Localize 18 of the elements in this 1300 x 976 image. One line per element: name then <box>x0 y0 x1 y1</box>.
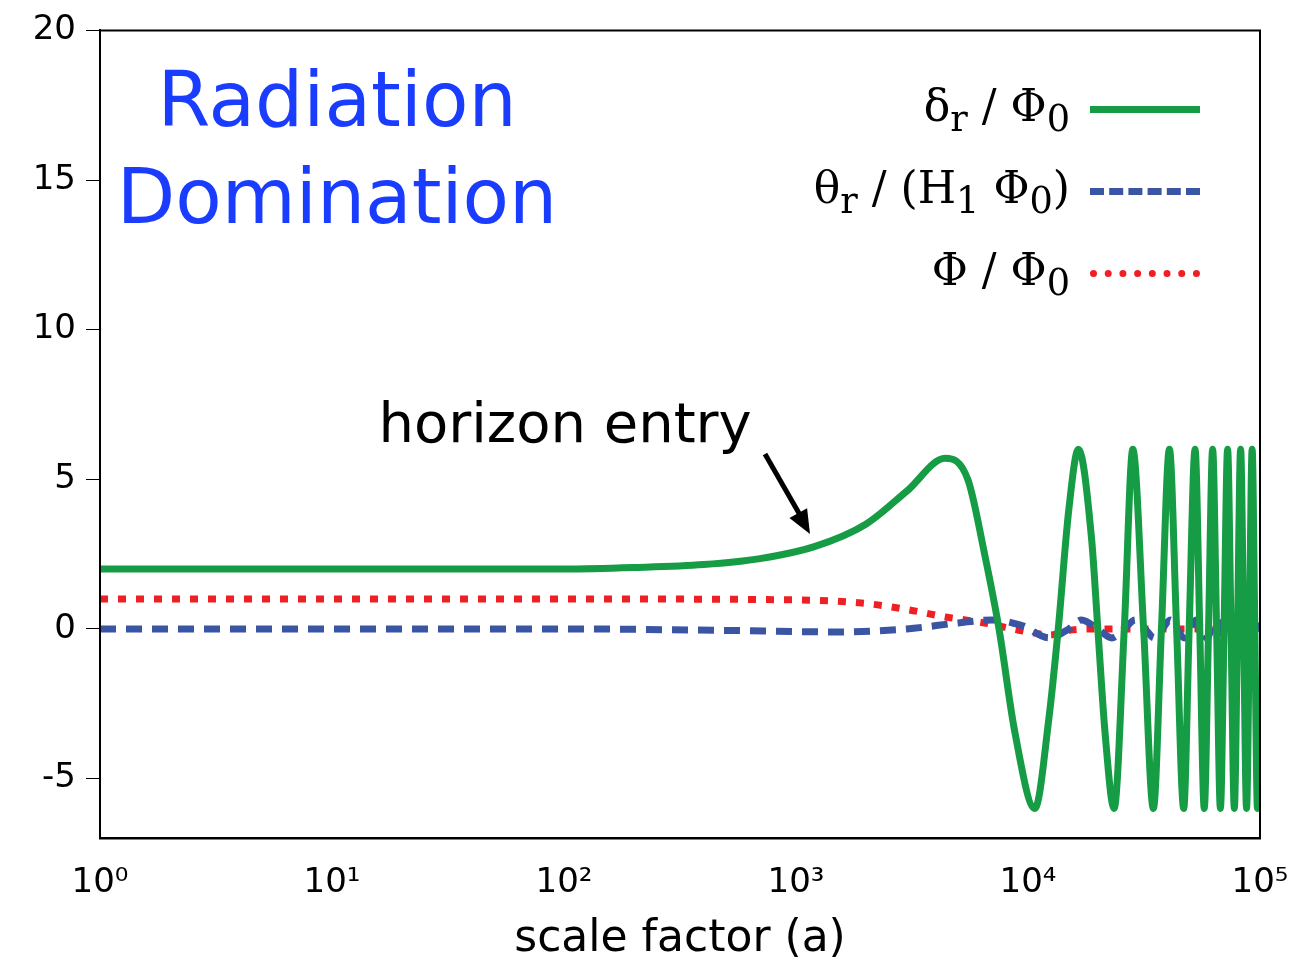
x-tick-label: 10⁰ <box>71 859 129 900</box>
y-tick-label: -5 <box>42 755 76 796</box>
y-tick-label: 5 <box>54 456 76 497</box>
legend-label: δ$_{r}$ / Φ$_{0}$ <box>923 80 1070 140</box>
y-tick-label: 10 <box>32 306 76 347</box>
x-tick-label: 10³ <box>767 859 825 900</box>
annotation: horizon entry <box>378 390 752 456</box>
y-tick-label: 15 <box>32 156 76 197</box>
x-tick-label: 10⁵ <box>1231 859 1289 900</box>
x-axis-title: scale factor (a) <box>514 910 846 962</box>
x-tick-label: 10⁴ <box>999 859 1057 900</box>
legend-label: θ$_{r}$ / (H$_{1}$ Φ$_{0}$) <box>813 161 1070 222</box>
y-tick-label: 0 <box>54 605 76 646</box>
x-tick-label: 10¹ <box>303 859 361 900</box>
y-tick-label: 20 <box>32 7 76 48</box>
x-tick-label: 10² <box>535 859 593 900</box>
text: Radiation Domination <box>116 55 558 242</box>
legend-label: Φ / Φ$_{0}$ <box>931 243 1070 304</box>
